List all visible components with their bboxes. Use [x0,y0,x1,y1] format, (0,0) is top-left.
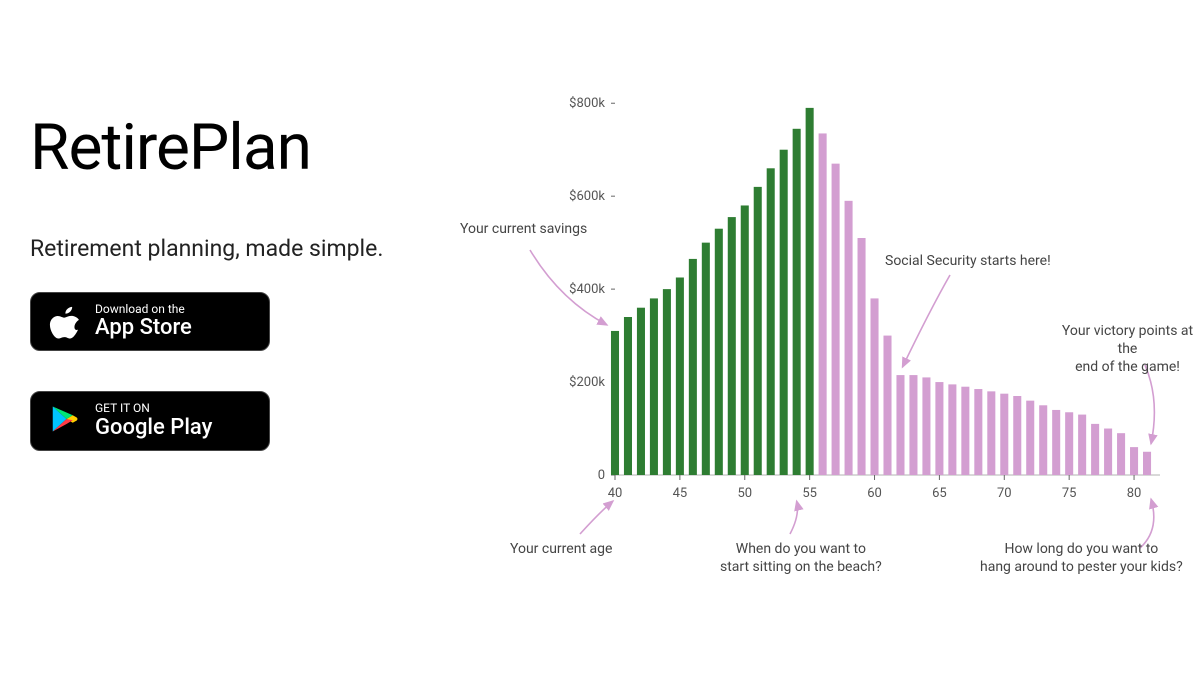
svg-text:$200k: $200k [569,375,605,390]
apple-icon [49,305,83,339]
googleplay-small-label: GET IT ON [95,402,212,415]
svg-text:80: 80 [1127,486,1142,501]
appstore-button[interactable]: Download on the App Store [30,292,270,351]
svg-text:75: 75 [1062,486,1077,501]
svg-text:55: 55 [802,486,817,501]
svg-text:40: 40 [608,486,623,501]
left-panel: RetirePlan Retirement planning, made sim… [0,0,440,675]
svg-text:60: 60 [867,486,882,501]
googleplay-button[interactable]: GET IT ON Google Play [30,391,270,450]
svg-text:65: 65 [932,486,947,501]
svg-text:70: 70 [997,486,1012,501]
annot-victory: Your victory points at theend of the gam… [1055,322,1200,377]
app-title: RetirePlan [30,110,420,185]
annot-age: Your current age [510,540,612,558]
app-subtitle: Retirement planning, made simple. [30,235,420,262]
appstore-labels: Download on the App Store [95,303,192,340]
annot-beach: When do you want tostart sitting on the … [720,540,882,576]
googleplay-labels: GET IT ON Google Play [95,402,212,439]
svg-text:$400k: $400k [569,282,605,297]
svg-text:0: 0 [598,468,605,483]
annot-savings: Your current savings [460,220,587,238]
svg-text:$600k: $600k [569,189,605,204]
googleplay-big-label: Google Play [95,416,212,440]
svg-text:$800k: $800k [569,96,605,111]
appstore-big-label: App Store [95,316,192,340]
svg-text:45: 45 [673,486,688,501]
chart-panel: 0$200k$400k$600k$800k404550556065707580 … [440,0,1200,675]
annot-pester: How long do you want tohang around to pe… [980,540,1183,576]
svg-text:50: 50 [737,486,752,501]
annot-ss: Social Security starts here! [885,252,1051,270]
google-play-icon [49,404,83,438]
